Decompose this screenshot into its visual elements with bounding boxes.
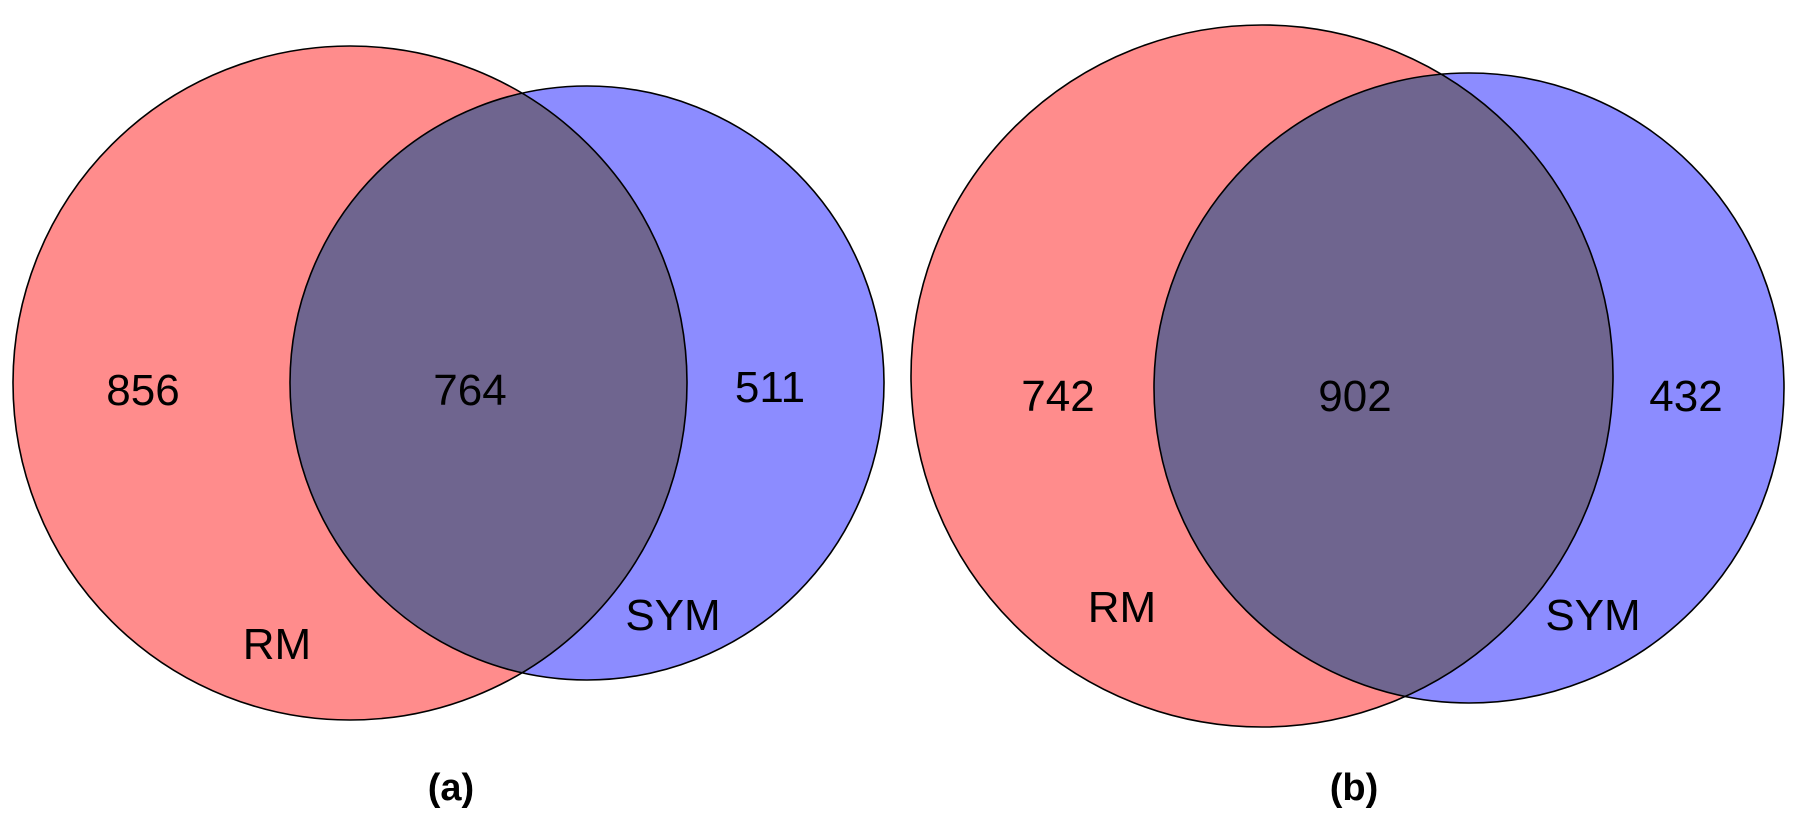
rm-set-label: RM (243, 620, 311, 669)
panel-caption-a: (a) (428, 767, 474, 809)
intersection-count: 902 (1318, 372, 1391, 421)
rm-only-count: 856 (106, 366, 179, 415)
sym-set-label: SYM (1545, 591, 1640, 640)
overlap-region (290, 86, 687, 680)
panel-caption-b: (b) (1330, 767, 1379, 809)
venn-panel-b: 742 902 432 RM SYM (b) (910, 24, 1785, 809)
venn-panel-a: 856 764 511 RM SYM (a) (12, 45, 885, 809)
sym-circle-outline (1153, 72, 1785, 704)
sym-circle-outline (289, 85, 885, 681)
overlap-region (1154, 73, 1613, 703)
rm-circle-outline (12, 45, 688, 721)
sym-set-label: SYM (625, 591, 720, 640)
intersection-count: 764 (433, 366, 506, 415)
rm-circle-outline (910, 24, 1614, 728)
sym-only-count: 511 (735, 363, 805, 412)
rm-only-count: 742 (1021, 372, 1094, 421)
sym-only-count: 432 (1649, 372, 1722, 421)
rm-set-label: RM (1088, 583, 1156, 632)
